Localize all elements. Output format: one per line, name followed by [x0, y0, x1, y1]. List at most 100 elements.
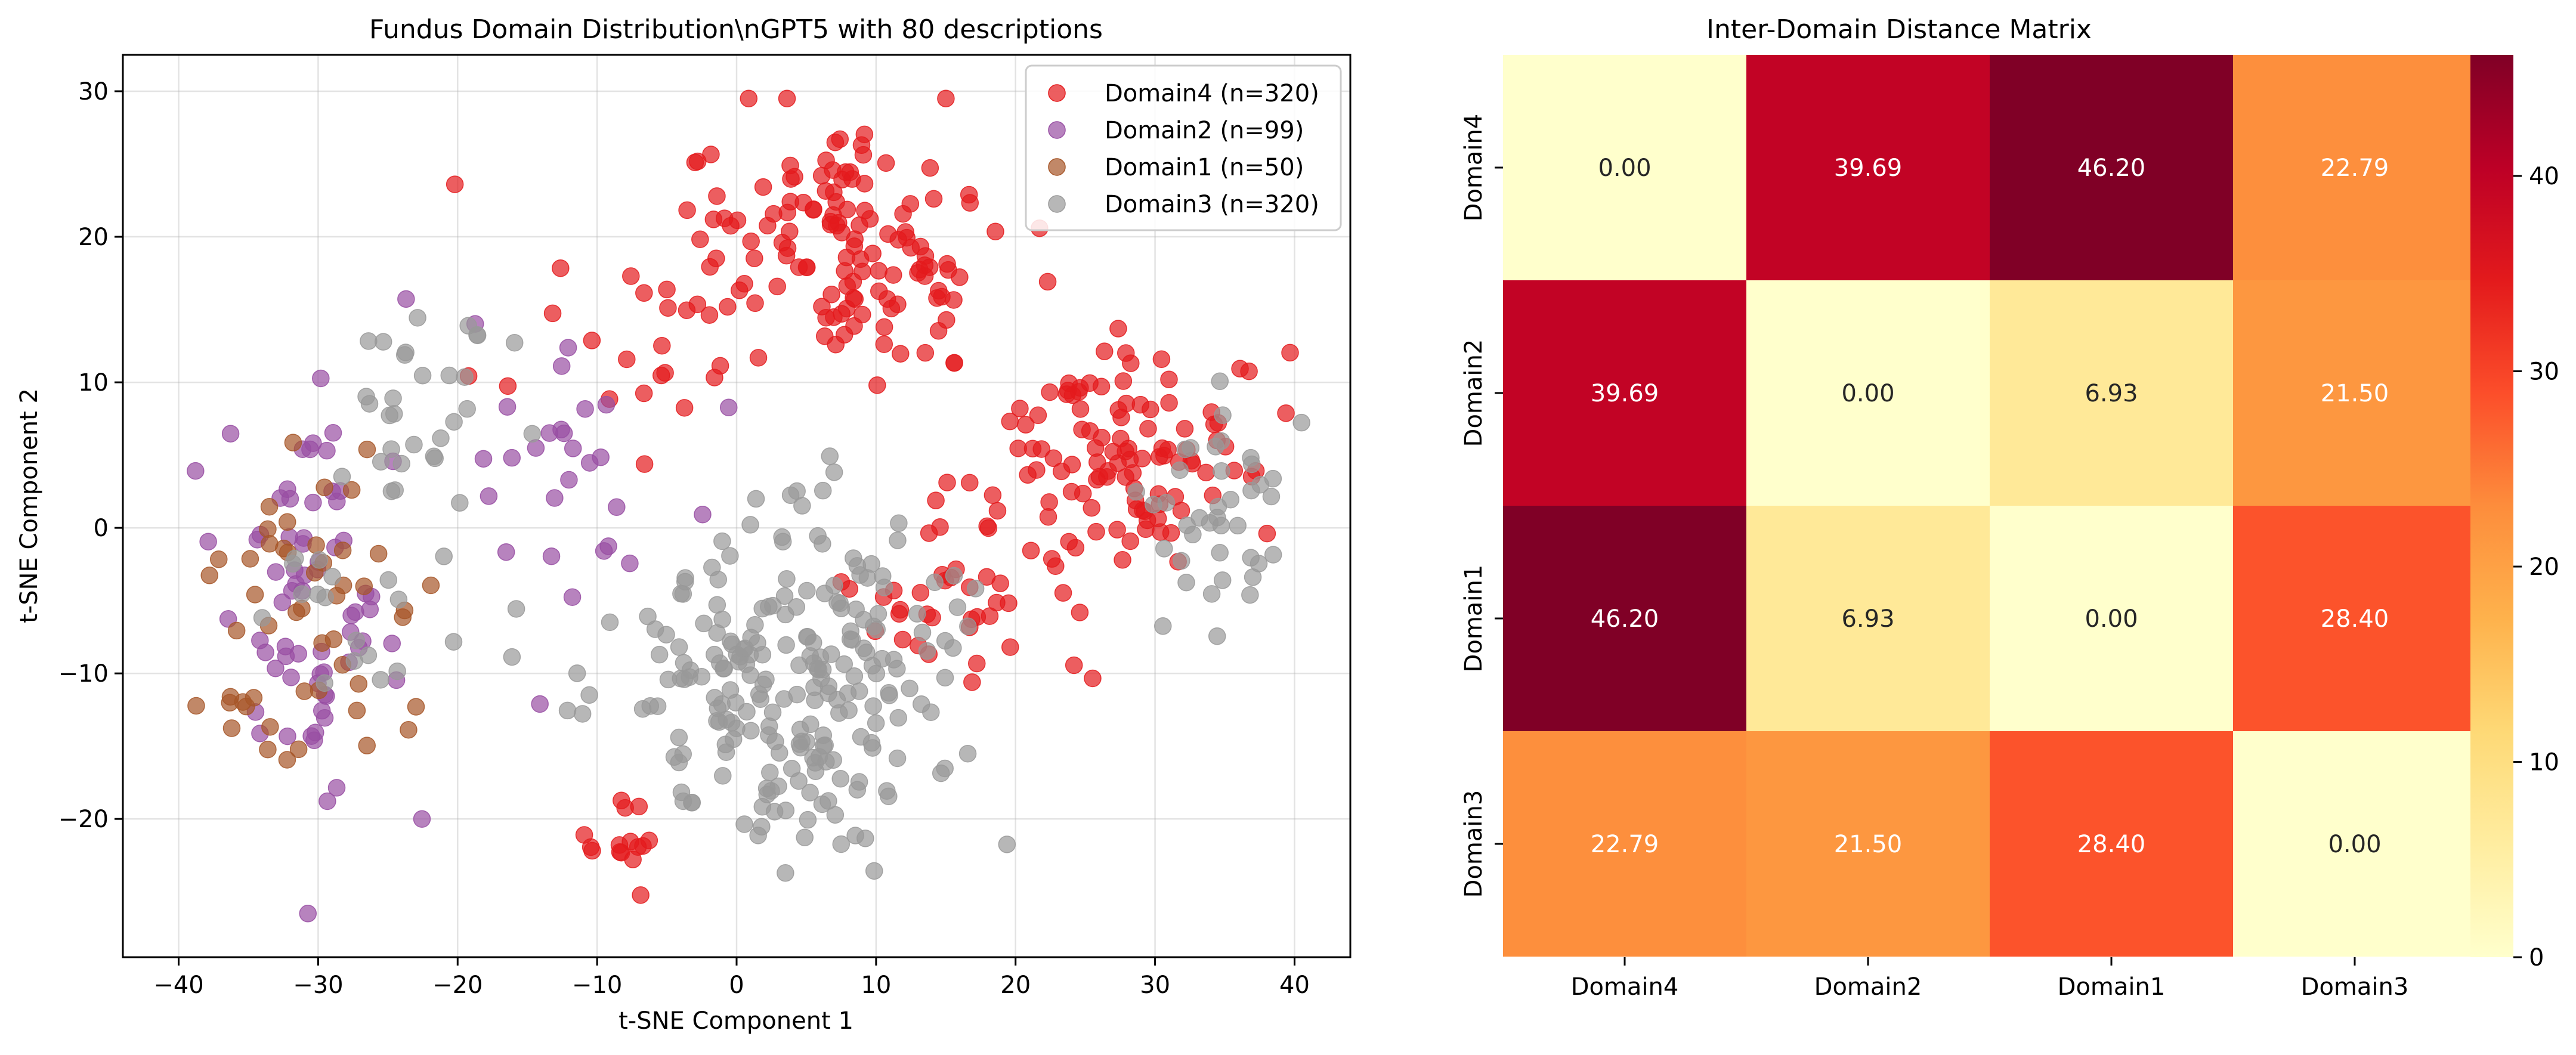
scatter-point [1177, 573, 1195, 592]
scatter-point [559, 339, 577, 357]
scatter-point [392, 454, 410, 473]
scatter-point [187, 697, 205, 715]
scatter-point [282, 669, 300, 686]
scatter-point [583, 841, 601, 860]
scatter-point [355, 577, 373, 595]
scatter-point [873, 649, 891, 668]
scatter-point [790, 735, 809, 753]
scatter-point [289, 740, 308, 759]
scatter-point [812, 166, 831, 185]
scatter-point [798, 581, 816, 600]
scatter-point [692, 667, 711, 686]
scatter-point [717, 743, 735, 761]
scatter-point [324, 630, 343, 648]
scatter-point [358, 737, 376, 754]
scatter-point [958, 744, 977, 763]
legend-marker [1048, 195, 1066, 213]
scatter-point [799, 810, 817, 829]
scatter-point [279, 727, 296, 745]
scatter-point [1088, 453, 1106, 471]
scatter-point [653, 336, 671, 355]
scatter-point [1258, 524, 1276, 543]
colorbar-tick-label: 10 [2529, 749, 2559, 776]
heatmap-cell-label: 39.69 [1834, 154, 1903, 182]
scatter-point [740, 89, 758, 107]
heatmap-cell [1746, 55, 1990, 280]
scatter-point [875, 318, 893, 336]
scatter-point [1117, 344, 1135, 362]
scatter-point [316, 478, 333, 497]
scatter-point [187, 462, 205, 480]
scatter-point [542, 547, 561, 565]
scatter-point [1264, 469, 1282, 488]
scatter-point [945, 354, 963, 372]
scatter-point [709, 571, 728, 589]
scatter-point [1060, 533, 1078, 551]
heatmap-cell [2233, 506, 2476, 731]
y-tick-label: −10 [58, 660, 109, 688]
scatter-point [959, 617, 977, 635]
scatter-point [1057, 385, 1076, 403]
scatter-point [783, 759, 801, 778]
scatter-point [902, 239, 920, 257]
scatter-point [835, 655, 853, 673]
heatmap-cell [2233, 55, 2476, 280]
scatter-point [267, 659, 284, 677]
scatter-point [937, 89, 955, 107]
scatter-point [759, 216, 777, 235]
scatter-point [1208, 509, 1226, 527]
scatter-point [878, 782, 896, 800]
scatter-point [260, 497, 279, 516]
scatter-point [451, 494, 469, 512]
scatter-point [358, 440, 376, 459]
heatmap-cell-label: 28.40 [2321, 605, 2389, 633]
scatter-point [890, 514, 908, 533]
scatter-point [563, 588, 582, 606]
scatter-point [279, 513, 296, 531]
scatter-point [324, 424, 342, 442]
heatmap-cell-label: 6.93 [1841, 605, 1894, 633]
scatter-point [1292, 413, 1310, 432]
scatter-point [1262, 487, 1281, 506]
scatter-point [1242, 455, 1261, 474]
scatter-point [601, 613, 619, 632]
scatter-point [761, 763, 779, 782]
scatter-point [381, 406, 398, 425]
scatter-point [241, 550, 259, 568]
heatmap-cell [1990, 280, 2233, 506]
scatter-point [369, 544, 388, 563]
scatter-point [1197, 463, 1215, 482]
legend-marker [1048, 158, 1066, 176]
x-tick-label: −40 [153, 972, 203, 999]
x-tick-label: 30 [1140, 972, 1170, 999]
scatter-point [1208, 627, 1226, 645]
scatter-point [261, 718, 279, 736]
scatter-point [658, 280, 676, 299]
scatter-point [1112, 409, 1130, 426]
heatmap-x-tick-label: Domain3 [2301, 973, 2409, 1001]
scatter-point [1043, 550, 1061, 568]
scatter-point [313, 701, 331, 720]
scatter-point [825, 576, 843, 595]
colorbar-tick-label: 20 [2529, 553, 2559, 581]
scatter-point [1213, 571, 1232, 589]
scatter-point [938, 255, 956, 273]
scatter-point [1038, 273, 1057, 291]
heatmap-cell-label: 28.40 [2077, 831, 2146, 858]
scatter-point [901, 679, 919, 698]
scatter-point [893, 630, 912, 649]
y-tick-label: 10 [78, 369, 109, 397]
heatmap-y-tick-label: Domain3 [1460, 790, 1488, 898]
scatter-point [580, 454, 599, 472]
scatter-point [1151, 448, 1168, 466]
scatter-point [825, 463, 843, 481]
scatter-point [1190, 509, 1208, 527]
scatter-point [850, 682, 868, 700]
scatter-point [622, 267, 640, 285]
heatmap-cell [1990, 55, 2233, 280]
scatter-point [1052, 462, 1071, 481]
scatter-point [568, 664, 586, 682]
scatter-point [1041, 383, 1059, 401]
scatter-point [711, 357, 729, 375]
scatter-point [830, 704, 848, 722]
